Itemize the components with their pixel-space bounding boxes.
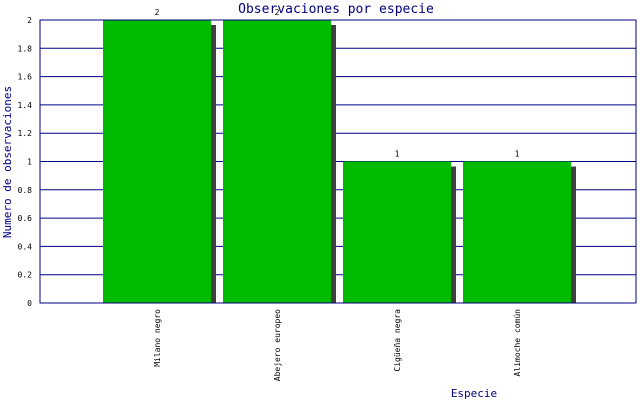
- y-tick-label: 0.6: [18, 214, 33, 223]
- bars: [103, 20, 576, 303]
- y-tick-label: 2: [27, 16, 32, 25]
- y-tick-label: 1.8: [18, 44, 33, 53]
- y-tick-label: 1.2: [18, 129, 33, 138]
- y-tick-label: 0: [27, 299, 32, 308]
- x-category-label: Milano negro: [153, 309, 162, 367]
- data-label: 1: [515, 150, 520, 159]
- x-category-labels: Milano negro Abejero europeo Cigüeña negra…: [153, 309, 522, 381]
- bar: [463, 161, 571, 303]
- bar: [343, 161, 451, 303]
- y-tick-labels: 0 0.2 0.4 0.6 0.8 1 1.2 1.4 1.6 1.8 2: [18, 16, 33, 308]
- data-labels: 2 2 1 1: [155, 8, 520, 159]
- bar: [223, 20, 331, 303]
- y-axis-label: Numero de observaciones: [1, 86, 14, 238]
- y-tick-label: 1.4: [18, 101, 33, 110]
- data-label: 2: [275, 8, 280, 17]
- chart-title: Observaciones por especie: [238, 2, 434, 17]
- plot-border: [39, 19, 637, 304]
- x-category-label: Alimoche común: [513, 309, 522, 377]
- x-axis-label: Especie: [451, 387, 497, 400]
- data-label: 1: [395, 150, 400, 159]
- y-tick-label: 0.2: [18, 271, 33, 280]
- y-tick-label: 0.4: [18, 242, 33, 251]
- x-category-label: Cigüeña negra: [393, 309, 402, 372]
- y-tick-label: 1: [27, 158, 32, 167]
- data-label: 2: [155, 8, 160, 17]
- plot-frame: [39, 19, 637, 304]
- x-category-label: Abejero europeo: [273, 309, 282, 381]
- y-tick-label: 1.6: [18, 73, 33, 82]
- bar: [103, 20, 211, 303]
- y-tick-label: 0.8: [18, 186, 33, 195]
